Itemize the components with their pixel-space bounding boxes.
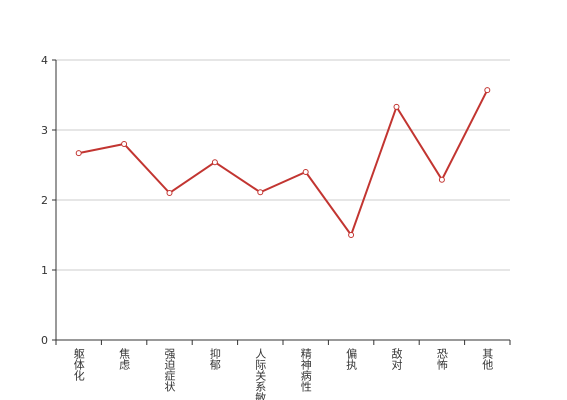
point [257,189,264,196]
y-tick-label: 0 [41,334,48,347]
x-tick-label: 躯体化 [72,348,85,382]
x-tick-label: 恐怖 [435,348,448,370]
point [484,87,491,94]
x-tick-label: 人际关系敏感 [254,348,267,400]
point [166,190,173,196]
point [438,176,445,183]
point [75,150,82,157]
point [302,169,309,175]
x-tick-label: 抑郁 [208,347,221,370]
point [393,103,400,110]
y-tick-label: 3 [41,124,48,137]
x-tick-label: 精神病性 [299,348,312,393]
point [121,141,128,147]
x-tick-label: 强迫症状 [163,348,176,392]
y-tick-label: 2 [41,194,48,207]
point [348,232,355,238]
y-tick-label: 1 [41,264,48,277]
x-tick-label: 敌对 [390,347,403,370]
y-tick-label: 4 [41,54,48,67]
x-tick-label: 其他 [481,348,494,370]
line [78,89,489,238]
x-tick-label: 焦虑 [118,348,131,370]
x-tick-label: 偏执 [345,347,358,371]
point [211,159,218,166]
